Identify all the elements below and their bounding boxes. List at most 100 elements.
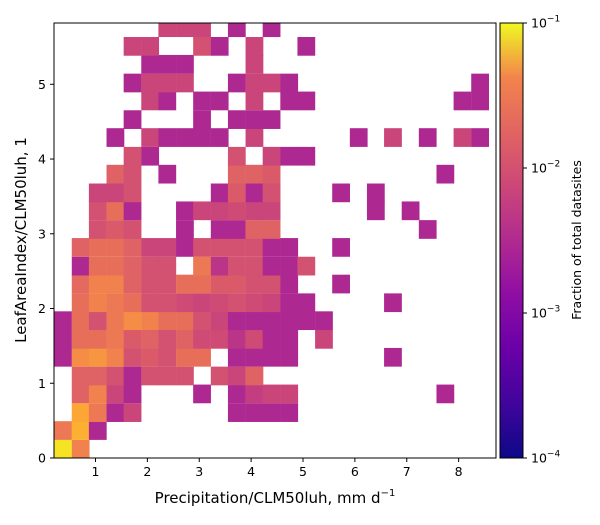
heatmap-cell-119 [297, 256, 316, 276]
heatmap-cell-58 [245, 330, 264, 349]
heatmap-cell-32 [245, 366, 264, 386]
heatmap-cell-50 [106, 330, 125, 349]
heatmap-cell-170 [123, 146, 142, 166]
heatmap-cell-193 [141, 91, 160, 111]
heatmap-cell-227 [141, 0, 159, 19]
heatmap-cell-122 [106, 238, 125, 257]
heatmap-cell-165 [158, 164, 177, 184]
heatmap-cell-223 [193, 23, 211, 38]
heatmap-cell-11 [262, 403, 281, 422]
heatmap-cell-62 [54, 311, 72, 331]
heatmap-cell-65 [106, 311, 125, 331]
heatmap-cell-43 [245, 347, 264, 367]
heatmap-cell-226 [124, 0, 142, 19]
heatmap-cell-63 [71, 311, 90, 331]
y-tick-label: 5 [38, 77, 46, 92]
heatmap-cell-179 [176, 128, 194, 147]
heatmap-cell-176 [106, 128, 125, 147]
heatmap-cell-153 [401, 201, 420, 221]
heatmap-cell-228 [193, 0, 211, 19]
heatmap-cell-160 [262, 183, 281, 203]
colorbar-tick-label: 10−3 [531, 305, 560, 321]
heatmap-cell-198 [280, 91, 299, 111]
heatmap-cell-107 [71, 256, 90, 276]
heatmap-cell-222 [176, 23, 194, 38]
heatmap-cell-75 [280, 311, 299, 331]
heatmap-cell-47 [54, 330, 72, 349]
heatmap-cell-12 [280, 403, 299, 422]
heatmap-cell-23 [71, 366, 90, 386]
heatmap-cell-187 [471, 128, 490, 147]
heatmap-cell-203 [141, 73, 160, 93]
heatmap-cell-81 [123, 293, 142, 313]
heatmap-cell-71 [210, 311, 229, 331]
heatmap-cell-48 [71, 330, 90, 349]
heatmap-cell-212 [158, 54, 177, 74]
heatmap-cell-232 [263, 0, 281, 19]
heatmap-cell-126 [176, 238, 194, 257]
heatmap-cell-67 [141, 311, 160, 331]
heatmap-cell-13 [71, 384, 90, 404]
x-tick-label: 1 [92, 464, 100, 479]
heatmap-cell-225 [262, 23, 281, 38]
heatmap-cell-84 [176, 293, 194, 313]
heatmap-cell-158 [227, 183, 246, 203]
heatmap-cell-217 [193, 37, 211, 56]
heatmap-cell-143 [88, 201, 107, 221]
heatmap-cell-0 [54, 439, 72, 458]
heatmap-cell-128 [210, 238, 229, 257]
heatmap-cell-169 [436, 164, 455, 184]
x-tick-label: 7 [403, 464, 411, 479]
heatmap-cell-211 [141, 54, 160, 74]
heatmap-cell-53 [158, 330, 177, 349]
heatmap-cell-190 [227, 110, 246, 129]
heatmap-cell-1 [71, 439, 90, 458]
colorbar-tick-label: 10−1 [531, 15, 560, 31]
heatmap-cell-103 [245, 274, 264, 294]
heatmap-cell-4 [88, 421, 107, 440]
heatmap-cell-207 [245, 73, 264, 93]
heatmap-cell-155 [106, 183, 125, 203]
heatmap-cell-77 [315, 311, 333, 331]
heatmap-cell-184 [384, 128, 402, 147]
heatmap-cell-118 [280, 256, 299, 276]
heatmap-cell-46 [384, 347, 402, 367]
heatmap-cell-5 [71, 403, 90, 422]
heatmap-cell-229 [211, 0, 229, 19]
heatmap-cell-149 [227, 201, 246, 221]
heatmap-cell-98 [158, 274, 177, 294]
heatmap-cell-110 [123, 256, 142, 276]
x-tick-label: 3 [195, 464, 203, 479]
heatmap-cell-89 [262, 293, 281, 313]
heatmap-cell-86 [210, 293, 229, 313]
heatmap-cell-74 [262, 311, 281, 331]
heatmap-cell-83 [158, 293, 177, 313]
heatmap-cell-40 [176, 347, 194, 367]
y-tick-label: 0 [38, 451, 46, 466]
heatmap-cell-19 [245, 384, 264, 404]
heatmap-cell-88 [245, 293, 264, 313]
heatmap-cell-141 [262, 220, 281, 239]
heatmap-cell-39 [158, 347, 177, 367]
colorbar-tick-label: 10−2 [531, 160, 560, 176]
heatmap-cell-168 [262, 164, 281, 184]
heatmap-cell-234 [402, 0, 420, 19]
heatmap-cell-45 [280, 347, 299, 367]
heatmap-cell-129 [227, 238, 246, 257]
heatmap-cell-139 [227, 220, 246, 239]
heatmap-cell-78 [71, 293, 90, 313]
heatmap-cell-111 [141, 256, 160, 276]
x-tick-label: 6 [351, 464, 359, 479]
heatmap-cell-147 [193, 201, 211, 221]
heatmap-cell-14 [88, 384, 107, 404]
heatmap-cell-82 [141, 293, 160, 313]
heatmap-cell-137 [176, 220, 194, 239]
heatmap-cell-112 [158, 256, 177, 276]
heatmap-cell-185 [418, 128, 437, 147]
heatmap-cell-230 [228, 0, 246, 19]
heatmap-cell-221 [158, 23, 177, 38]
heatmap-cell-148 [210, 201, 229, 221]
heatmap-cell-202 [123, 73, 142, 93]
heatmap-cell-73 [245, 311, 264, 331]
